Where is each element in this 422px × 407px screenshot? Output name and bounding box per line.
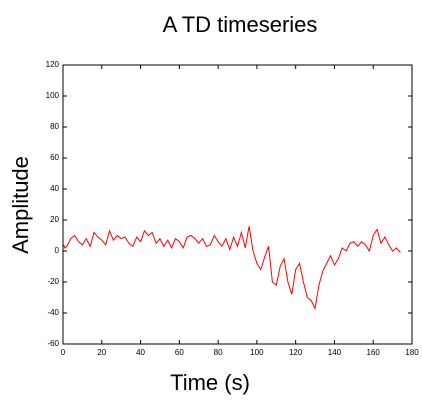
x-tick-label: 160 — [367, 348, 381, 357]
chart-title: A TD timeseries — [163, 12, 318, 37]
y-tick-label: 80 — [50, 122, 59, 131]
y-tick-label: -20 — [47, 277, 59, 286]
x-tick-label: 40 — [136, 348, 145, 357]
x-tick-label: 100 — [250, 348, 264, 357]
y-tick-label: 0 — [55, 246, 60, 255]
plot-frame — [62, 64, 413, 345]
x-tick-label: 80 — [214, 348, 223, 357]
y-tick-label: -60 — [47, 339, 59, 348]
x-tick-label: 180 — [405, 348, 419, 357]
y-tick-label: 20 — [50, 215, 59, 224]
y-tick-label: 60 — [50, 153, 59, 162]
x-tick-label: 20 — [97, 348, 106, 357]
x-tick-label: 60 — [175, 348, 184, 357]
y-tick-label: 120 — [46, 60, 60, 69]
x-tick-label: 140 — [328, 348, 342, 357]
y-tick-label: 100 — [46, 91, 60, 100]
x-tick-label: 120 — [289, 348, 303, 357]
y-tick-label: -40 — [47, 308, 59, 317]
x-tick-label: 0 — [61, 348, 66, 357]
y-axis-label: Amplitude — [8, 156, 33, 254]
x-axis-label: Time (s) — [170, 370, 250, 395]
y-tick-label: 40 — [50, 184, 59, 193]
line-series — [62, 226, 401, 310]
